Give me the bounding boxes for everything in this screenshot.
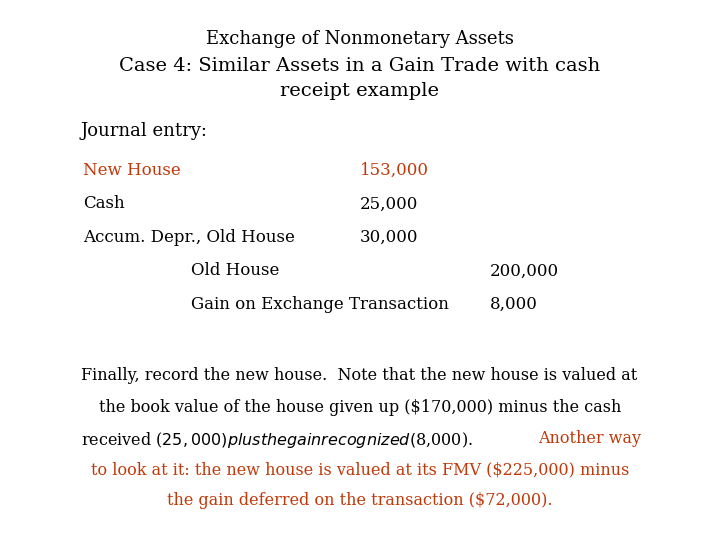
Text: the book value of the house given up ($170,000) minus the cash: the book value of the house given up ($1… [99, 399, 621, 415]
Text: Cash: Cash [83, 195, 125, 212]
Text: 30,000: 30,000 [360, 229, 418, 246]
Text: Another way: Another way [539, 430, 642, 447]
Text: Exchange of Nonmonetary Assets: Exchange of Nonmonetary Assets [206, 30, 514, 48]
Text: 200,000: 200,000 [490, 262, 559, 279]
Text: Case 4: Similar Assets in a Gain Trade with cash: Case 4: Similar Assets in a Gain Trade w… [120, 57, 600, 75]
Text: received ($25,000) plus the gain recognized ($8,000).: received ($25,000) plus the gain recogni… [81, 430, 480, 450]
Text: to look at it: the new house is valued at its FMV ($225,000) minus: to look at it: the new house is valued a… [91, 461, 629, 478]
Text: Journal entry:: Journal entry: [81, 122, 207, 139]
Text: Gain on Exchange Transaction: Gain on Exchange Transaction [191, 296, 449, 313]
Text: New House: New House [83, 162, 181, 179]
Text: the gain deferred on the transaction ($72,000).: the gain deferred on the transaction ($7… [167, 492, 553, 509]
Text: 153,000: 153,000 [360, 162, 429, 179]
Text: 8,000: 8,000 [490, 296, 537, 313]
Text: receipt example: receipt example [281, 82, 439, 100]
Text: Accum. Depr., Old House: Accum. Depr., Old House [83, 229, 294, 246]
Text: Old House: Old House [191, 262, 279, 279]
Text: Finally, record the new house.  Note that the new house is valued at: Finally, record the new house. Note that… [81, 367, 637, 384]
Text: 25,000: 25,000 [360, 195, 418, 212]
